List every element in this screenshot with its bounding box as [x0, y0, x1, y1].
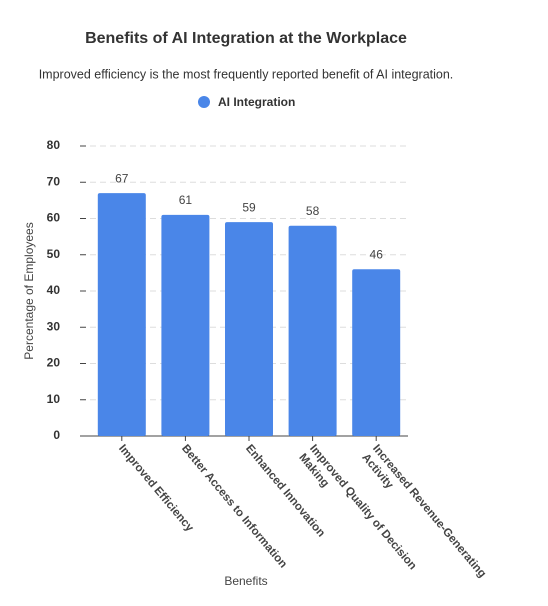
y-tick-label: 40: [47, 283, 61, 297]
bar: [97, 193, 146, 436]
data-label: 61: [179, 193, 193, 207]
data-label: 58: [306, 204, 320, 218]
legend-marker: [198, 96, 210, 108]
y-axis-label: Percentage of Employees: [22, 222, 36, 359]
chart-title: Benefits of AI Integration at the Workpl…: [85, 30, 407, 47]
y-tick-label: 30: [47, 319, 61, 333]
y-tick-label: 80: [47, 138, 61, 152]
bar: [352, 269, 401, 436]
bar: [225, 222, 273, 436]
x-axis-label: Benefits: [224, 574, 267, 588]
data-label: 59: [242, 200, 256, 214]
bar: [288, 225, 337, 436]
y-tick-label: 0: [53, 428, 60, 442]
chart-subtitle: Improved efficiency is the most frequent…: [39, 67, 454, 81]
y-tick-label: 10: [47, 392, 61, 406]
y-tick-label: 60: [47, 211, 61, 225]
y-tick-label: 70: [47, 174, 61, 188]
y-tick-label: 50: [47, 247, 61, 261]
data-label: 46: [370, 247, 384, 261]
y-tick-label: 20: [47, 356, 61, 370]
legend-label: AI Integration: [218, 95, 295, 109]
data-label: 67: [115, 171, 129, 185]
bar: [161, 214, 210, 436]
